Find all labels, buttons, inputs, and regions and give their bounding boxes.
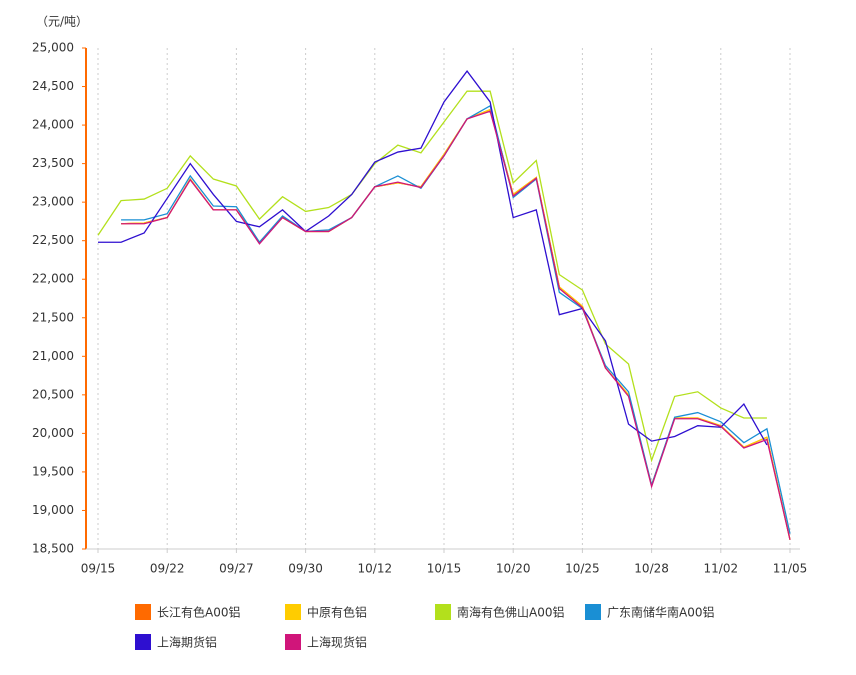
legend-item: 中原有色铝 [285,604,367,620]
y-tick-label: 23,000 [32,195,74,209]
legend-label: 上海现货铝 [307,635,367,650]
y-tick-label: 25,000 [32,41,74,55]
legend-label: 南海有色佛山A00铝 [457,605,564,620]
x-tick-label: 09/30 [288,562,323,576]
x-tick-label: 09/15 [81,562,116,576]
legend-label: 长江有色A00铝 [157,605,240,620]
x-tick-label: 10/20 [496,562,531,576]
series-line [121,110,791,540]
y-tick-label: 20,000 [32,426,74,440]
y-tick-label: 20,500 [32,387,74,401]
y-tick-label: 19,000 [32,503,74,517]
x-tick-label: 10/12 [358,562,393,576]
legend-item: 广东南储华南A00铝 [585,604,714,620]
y-axis-title: （元/吨） [36,15,88,29]
series-line [121,104,791,534]
y-tick-label: 22,500 [32,233,74,247]
y-tick-label: 21,000 [32,349,74,363]
y-tick-label: 22,000 [32,272,74,286]
y-tick-label: 18,500 [32,542,74,556]
x-tick-label: 11/05 [773,562,808,576]
y-tick-label: 19,500 [32,464,74,478]
legend-swatch [585,604,601,620]
legend-swatch [135,634,151,650]
legend-swatch [285,604,301,620]
y-tick-label: 21,500 [32,310,74,324]
series-line [121,108,791,540]
series-line [98,70,768,446]
x-tick-label: 11/02 [704,562,739,576]
y-tick-label: 24,500 [32,79,74,93]
x-tick-label: 10/28 [634,562,669,576]
y-tick-label: 23,500 [32,156,74,170]
legend-item: 长江有色A00铝 [135,604,240,620]
x-tick-label: 09/27 [219,562,254,576]
y-tick-label: 24,000 [32,118,74,132]
legend-label: 中原有色铝 [307,605,367,620]
legend-label: 上海期货铝 [157,635,217,650]
legend-swatch [135,604,151,620]
legend-swatch [435,604,451,620]
x-tick-label: 10/25 [565,562,600,576]
x-tick-label: 10/15 [427,562,462,576]
legend-item: 上海期货铝 [135,634,217,650]
legend-item: 南海有色佛山A00铝 [435,604,564,620]
x-tick-label: 09/22 [150,562,185,576]
series-line [121,108,791,540]
legend-swatch [285,634,301,650]
legend-item: 上海现货铝 [285,634,367,650]
series-line [97,90,767,463]
legend-label: 广东南储华南A00铝 [607,605,714,620]
